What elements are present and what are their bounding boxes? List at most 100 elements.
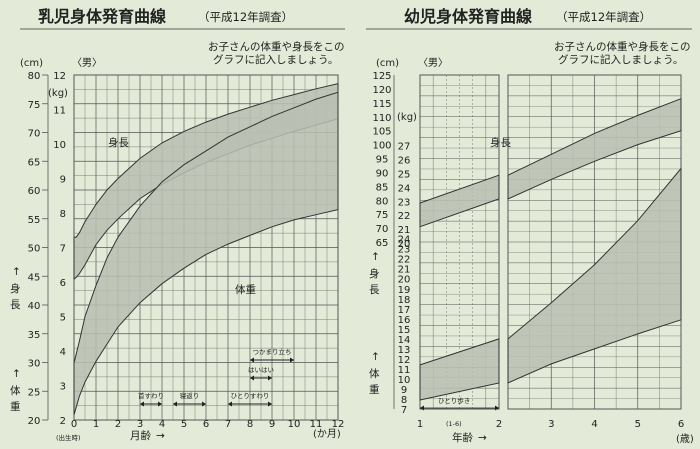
left-cm-tick-label: 60 <box>28 186 41 197</box>
milestone-arrow-right <box>268 401 272 407</box>
right-cm-tick-label: 75 <box>376 210 389 221</box>
right-band-height-panel1 <box>419 174 500 228</box>
right-x-tick-label: 4 <box>591 419 597 430</box>
left-weight-axis-char2: 重 <box>10 400 21 413</box>
left-kg-tick-label: 4 <box>60 347 66 358</box>
left-cm-tick-label: 55 <box>28 215 41 226</box>
left-kg-tick-label: 10 <box>53 140 66 151</box>
right-band-height-panel2 <box>507 97 682 200</box>
left-cm-tick-label: 35 <box>28 330 41 341</box>
left-x-tick-label: 11 <box>310 419 323 430</box>
left-x-axis-arrow: → <box>156 430 165 442</box>
right-kg-tick-label: 21 <box>398 265 411 276</box>
right-kg-tick-label: 23 <box>398 245 411 256</box>
right-kg-tick-label: 13 <box>398 345 411 356</box>
milestone-arrow-left <box>250 357 254 363</box>
left-cm-tick-label: 40 <box>28 301 41 312</box>
right-height-arrow: ↑ <box>371 251 380 263</box>
left-height-arrow: ↑ <box>12 266 21 278</box>
left-x-tick-label: 7 <box>225 419 231 430</box>
right-title: 幼児身体発育曲線 <box>404 7 532 26</box>
right-kg-tick-label: 20 <box>398 275 411 286</box>
milestone-arrow-right <box>290 357 294 363</box>
left-cm-tick-label: 50 <box>28 244 41 255</box>
right-ticks: 6570758085909510010511011512012578910111… <box>372 71 684 430</box>
left-sex-label: 〈男〉 <box>72 57 102 69</box>
right-subtitle: （平成12年調査） <box>556 10 651 24</box>
left-height-band-label: 身長 <box>108 136 129 149</box>
left-x-tick-label: 2 <box>115 419 121 430</box>
right-x-tick-label: 5 <box>635 419 641 430</box>
right-x-tick-label: 3 <box>548 419 554 430</box>
right-kg-tick-label: 24 <box>398 235 411 246</box>
right-weight-arrow: ↑ <box>371 351 380 363</box>
left-weight-band-label: 体重 <box>235 283 256 296</box>
right-kg-tick-label: 18 <box>398 295 411 306</box>
left-subtitle: （平成12年調査） <box>198 10 293 24</box>
milestone-arrow-left <box>228 401 232 407</box>
right-weight-axis-char1: 体 <box>369 368 380 380</box>
right-bands <box>419 97 682 401</box>
right-cm-tick-label: 120 <box>372 85 391 96</box>
right-kg-upper-tick-label: 23 <box>398 197 411 208</box>
left-kg-tick-label: 11 <box>53 106 66 117</box>
right-cm-tick-label: 125 <box>372 71 391 82</box>
left-x-tick-label: 8 <box>247 419 253 430</box>
right-kg-upper-tick-label: 27 <box>398 142 411 153</box>
right-note-line2: グラフに記入しましょう。 <box>558 53 683 66</box>
right-sex-label: 〈男〉 <box>418 57 448 69</box>
right-walk-label: ひとり歩き <box>438 396 470 405</box>
left-kg-tick-label: 2 <box>60 416 66 427</box>
milestone-arrow-left <box>140 401 144 407</box>
right-kg-tick-label: 11 <box>398 365 411 376</box>
right-x-tick-label: 2 <box>496 419 502 430</box>
right-cm-tick-label: 85 <box>376 182 389 193</box>
milestone-arrow-left <box>173 401 177 407</box>
right-band-weight-panel2 <box>507 167 682 384</box>
left-cm-tick-label: 80 <box>28 71 41 82</box>
left-x-tick-label: 6 <box>203 419 209 430</box>
right-kg-tick-label: 9 <box>401 385 407 396</box>
milestone-label: つかまり立ち <box>253 347 292 356</box>
right-kg-tick-label: 15 <box>398 325 411 336</box>
right-kg-upper-tick-label: 25 <box>398 169 411 180</box>
left-weight-axis-char1: 体 <box>10 385 21 397</box>
milestone-arrow-left <box>250 375 254 381</box>
right-weight-unit: (kg) <box>397 112 417 123</box>
milestone-arrow-right <box>268 375 272 381</box>
right-cm-tick-label: 95 <box>376 155 389 166</box>
left-title: 乳児身体発育曲線 <box>38 7 166 26</box>
left-x-unit: (か月) <box>313 428 341 440</box>
left-kg-tick-label: 3 <box>60 382 66 393</box>
left-length-unit: (cm) <box>20 58 43 69</box>
right-weight-axis-char2: 重 <box>369 383 380 396</box>
right-band-weight-panel1 <box>419 338 500 401</box>
left-x-tick-label: 1 <box>93 419 99 430</box>
left-x-tick-label: 9 <box>269 419 275 430</box>
left-kg-tick-label: 9 <box>60 175 66 186</box>
right-cm-tick-label: 105 <box>372 127 391 138</box>
right-x-tick-label: 6 <box>678 419 684 430</box>
left-x-tick-label: 5 <box>181 419 187 430</box>
right-length-unit: (cm) <box>376 58 399 69</box>
left-cm-tick-label: 65 <box>28 157 41 168</box>
right-cm-tick-label: 115 <box>372 99 391 110</box>
walk-arrow-right <box>495 405 499 411</box>
left-bands <box>73 82 339 415</box>
left-note-line1: お子さんの体重や身長をこの <box>208 40 345 53</box>
left-note-line2: グラフに記入しましょう。 <box>213 53 338 66</box>
left-weight-unit: (kg) <box>48 88 68 99</box>
milestone-label: はいはい <box>248 366 274 374</box>
right-kg-tick-label: 8 <box>401 395 407 406</box>
right-kg-tick-label: 17 <box>398 305 411 316</box>
right-height-band-label: 身長 <box>490 136 511 149</box>
left-kg-tick-label: 5 <box>60 313 66 324</box>
left-cm-tick-label: 75 <box>28 100 41 111</box>
left-birth-label: (出生時) <box>56 433 81 442</box>
right-kg-tick-label: 12 <box>398 355 411 366</box>
right-kg-tick-label: 22 <box>398 255 411 266</box>
right-kg-upper-tick-label: 26 <box>398 156 411 167</box>
milestone-label: ひとりすわり <box>231 392 270 400</box>
right-x-unit: (歳) <box>676 433 694 445</box>
left-height-axis-char2: 長 <box>10 299 21 311</box>
